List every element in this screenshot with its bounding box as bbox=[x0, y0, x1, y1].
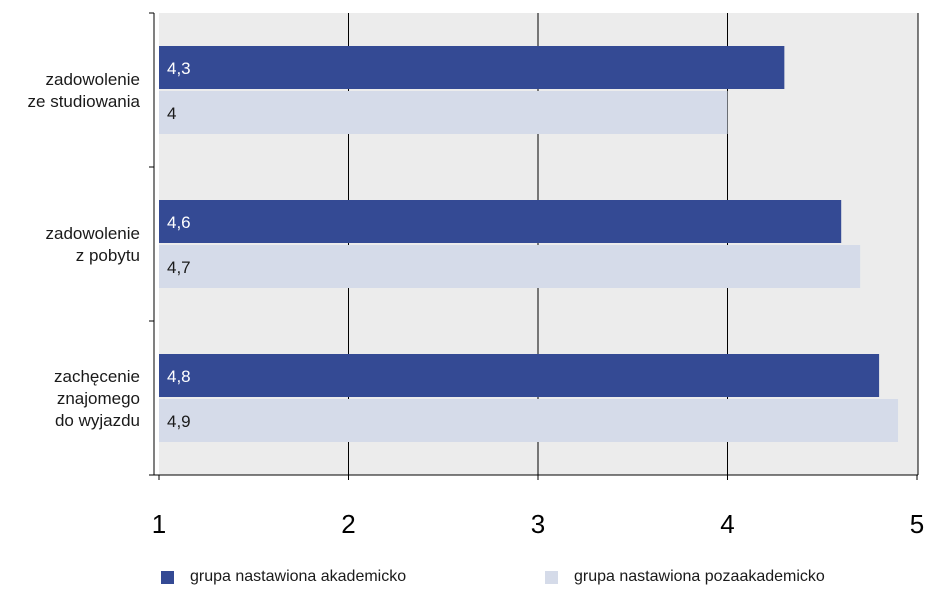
legend-item-akademicko: grupa nastawiona akademicko bbox=[161, 568, 406, 586]
legend-swatch-akademicko bbox=[161, 571, 174, 584]
bar-value-label: 4,6 bbox=[167, 213, 191, 232]
x-tick-label-5: 5 bbox=[910, 509, 924, 539]
bar-pozaakademicko-1 bbox=[159, 245, 860, 288]
bar-akademicko-1 bbox=[159, 200, 841, 243]
bar-value-label: 4 bbox=[167, 104, 176, 123]
bar-pozaakademicko-0 bbox=[159, 91, 728, 134]
category-label-line: do wyjazdu bbox=[55, 411, 140, 430]
bar-value-label: 4,8 bbox=[167, 367, 191, 386]
bar-akademicko-2 bbox=[159, 354, 879, 397]
x-tick-label-1: 1 bbox=[152, 509, 166, 539]
legend-swatch-pozaakademicko bbox=[545, 571, 558, 584]
bar-value-label: 4,7 bbox=[167, 258, 191, 277]
legend-label-akademicko: grupa nastawiona akademicko bbox=[190, 568, 406, 586]
category-label-line: zadowolenie bbox=[45, 70, 140, 89]
bar-value-label: 4,9 bbox=[167, 412, 191, 431]
legend-item-pozaakademicko: grupa nastawiona pozaakademicko bbox=[545, 568, 825, 586]
bar-akademicko-0 bbox=[159, 46, 784, 89]
x-tick-label-3: 3 bbox=[531, 509, 545, 539]
category-labels: zadowolenie ze studiowania zadowolenie z po… bbox=[28, 70, 141, 430]
category-label-line: zadowolenie bbox=[45, 224, 140, 243]
legend-label-pozaakademicko: grupa nastawiona pozaakademicko bbox=[574, 568, 825, 586]
category-label-line: zachęcenie bbox=[54, 367, 140, 386]
bar-value-label: 4,3 bbox=[167, 59, 191, 78]
x-tick-label-2: 2 bbox=[341, 509, 355, 539]
legend: grupa nastawiona akademicko grupa nastaw… bbox=[0, 568, 925, 592]
x-tick-labels: 1 2 3 4 5 bbox=[152, 509, 924, 539]
category-label-line: z pobytu bbox=[76, 246, 140, 265]
x-tick-label-4: 4 bbox=[720, 509, 734, 539]
bar-pozaakademicko-2 bbox=[159, 399, 898, 442]
category-label-line: ze studiowania bbox=[28, 92, 141, 111]
category-label-line: znajomego bbox=[57, 389, 140, 408]
